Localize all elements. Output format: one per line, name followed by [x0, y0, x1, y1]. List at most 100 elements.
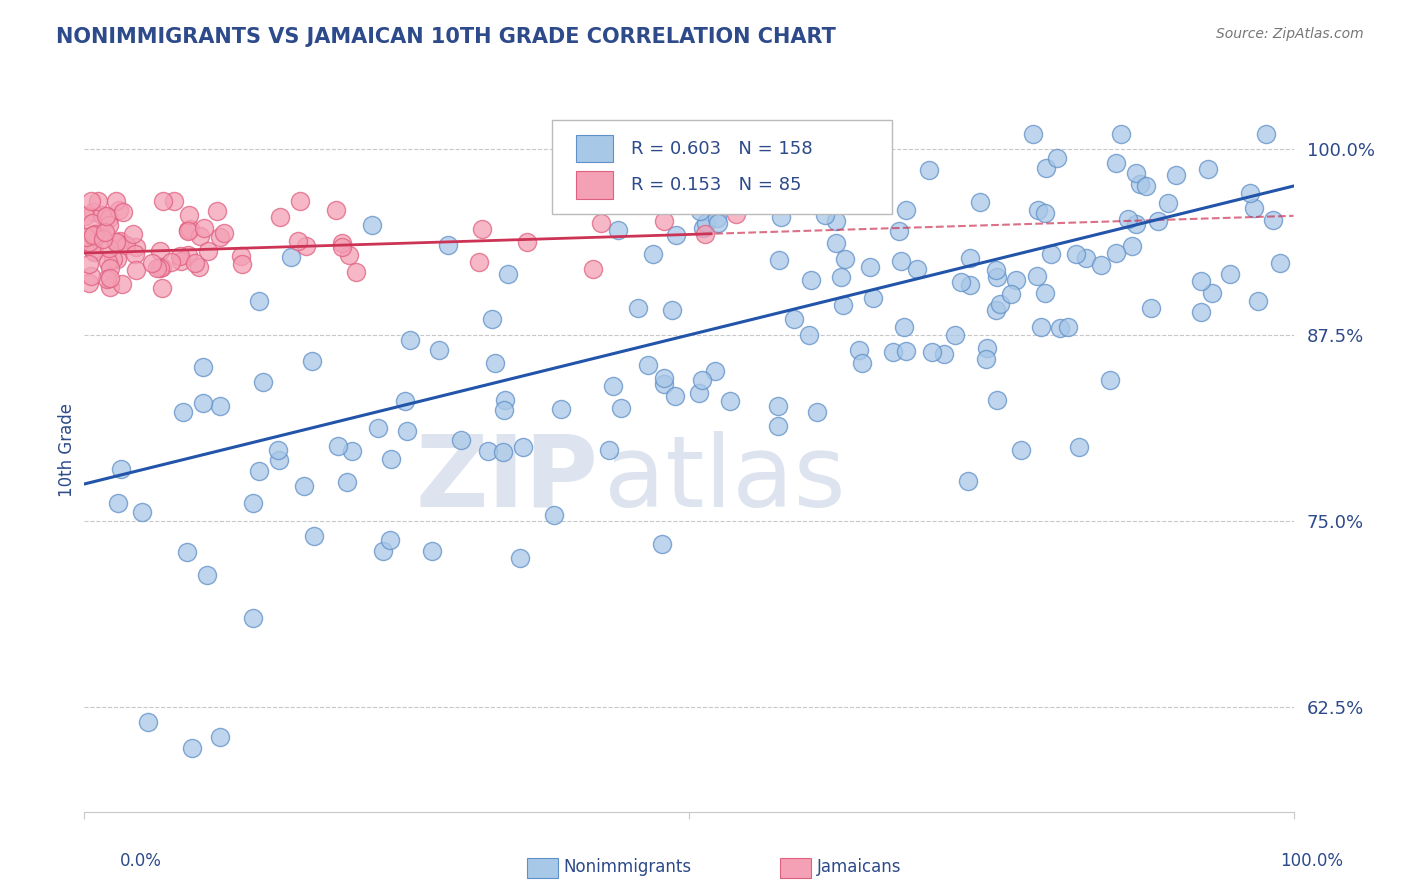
Point — [491, 445, 513, 459]
Point — [146, 260, 169, 275]
Point — [918, 163, 941, 178]
FancyBboxPatch shape — [780, 858, 811, 878]
Point — [207, 203, 229, 218]
Point — [1109, 127, 1132, 141]
Point — [98, 280, 121, 294]
Point — [209, 400, 232, 414]
Point — [943, 327, 966, 342]
Point — [1118, 212, 1140, 227]
Point — [82, 205, 104, 219]
Point — [1189, 274, 1212, 288]
Point — [97, 211, 120, 225]
Point — [797, 328, 820, 343]
Point — [783, 311, 806, 326]
Point — [124, 247, 146, 261]
Point — [1074, 251, 1097, 265]
Point — [83, 227, 105, 241]
Point — [80, 269, 103, 284]
Point — [172, 405, 194, 419]
Point — [77, 276, 100, 290]
Point — [651, 536, 673, 550]
Point — [188, 229, 211, 244]
Point — [512, 440, 534, 454]
Point — [1125, 217, 1147, 231]
Point — [770, 210, 793, 224]
Point — [766, 418, 789, 433]
Point — [97, 255, 120, 269]
Point — [1135, 179, 1157, 194]
Point — [82, 228, 104, 243]
Point — [1247, 293, 1270, 308]
Point — [494, 393, 516, 408]
Point — [162, 194, 184, 208]
Text: 0.0%: 0.0% — [120, 852, 162, 870]
Point — [82, 243, 104, 257]
Point — [896, 203, 918, 218]
Point — [295, 239, 318, 253]
Point — [427, 343, 450, 357]
Point — [706, 211, 728, 226]
Point — [83, 244, 105, 259]
Point — [231, 257, 253, 271]
Point — [690, 373, 713, 387]
Point — [107, 203, 129, 218]
Point — [894, 343, 917, 358]
Point — [832, 298, 855, 312]
Point — [177, 224, 200, 238]
Point — [693, 227, 716, 242]
Point — [870, 187, 893, 202]
Point — [280, 251, 302, 265]
Point — [75, 230, 97, 244]
Point — [176, 545, 198, 559]
Point — [1243, 201, 1265, 215]
Point — [332, 235, 354, 250]
Point — [1261, 212, 1284, 227]
Point — [131, 505, 153, 519]
Point — [112, 205, 135, 219]
Point — [986, 392, 1008, 407]
Point — [150, 281, 173, 295]
Point — [1121, 239, 1143, 253]
Point — [1035, 161, 1057, 176]
Point — [336, 475, 359, 490]
Point — [398, 333, 420, 347]
Point — [905, 262, 928, 277]
Point — [893, 320, 915, 334]
Point — [1268, 256, 1291, 270]
Point — [110, 234, 132, 248]
Point — [184, 256, 207, 270]
Point — [266, 443, 288, 458]
Point — [1239, 186, 1261, 200]
Point — [110, 462, 132, 476]
Point — [179, 222, 201, 236]
Point — [800, 273, 823, 287]
Point — [1067, 440, 1090, 454]
Point — [1000, 287, 1022, 301]
Point — [664, 389, 686, 403]
Point — [90, 227, 112, 241]
Point — [477, 443, 499, 458]
Point — [247, 464, 270, 478]
Point — [1028, 203, 1050, 218]
Point — [169, 249, 191, 263]
Point — [252, 375, 274, 389]
Point — [396, 424, 419, 438]
Point — [267, 453, 290, 467]
Point — [208, 730, 231, 744]
Point — [191, 359, 214, 374]
Point — [1004, 273, 1026, 287]
Point — [367, 421, 389, 435]
Text: atlas: atlas — [605, 431, 846, 528]
Point — [984, 303, 1007, 318]
Point — [1046, 151, 1069, 165]
Point — [598, 442, 620, 457]
Point — [77, 235, 100, 249]
Point — [984, 263, 1007, 277]
Point — [1164, 168, 1187, 182]
Point — [988, 297, 1011, 311]
Point — [859, 260, 882, 274]
Point — [724, 206, 747, 220]
Point — [177, 223, 200, 237]
Point — [124, 240, 146, 254]
Point — [589, 216, 612, 230]
